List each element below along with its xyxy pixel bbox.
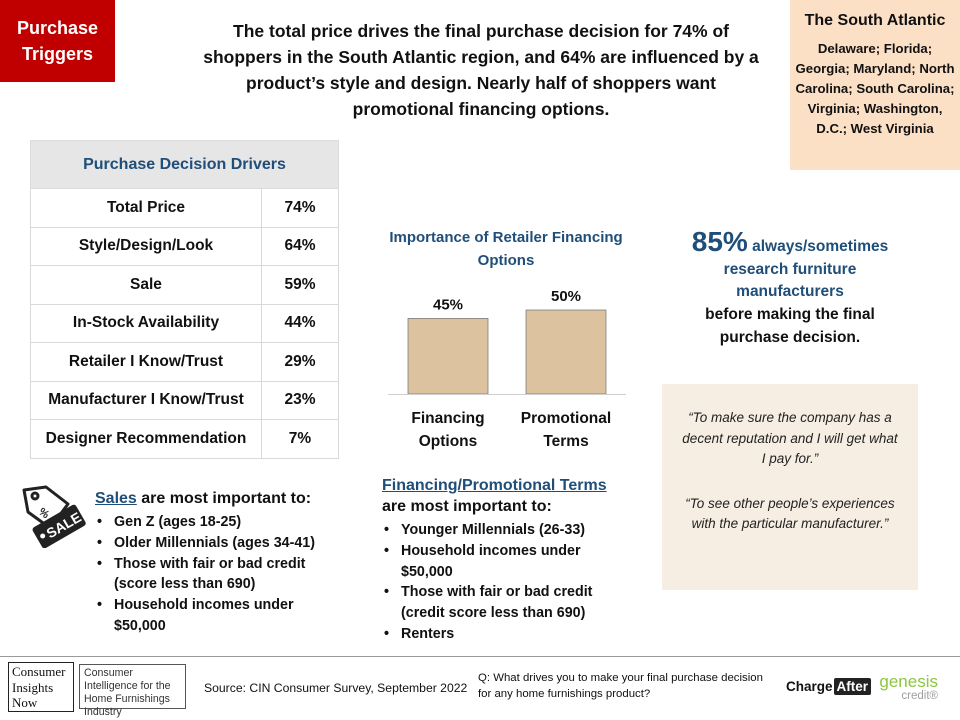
row-value: 7% [261,419,339,459]
sales-title: Sales are most important to: [95,490,345,508]
sales-list: Gen Z (ages 18-25) Older Millennials (ag… [95,512,345,637]
stat-line-3: manufacturers [736,283,844,300]
table-row: Manufacturer I Know/Trust 23% [30,380,339,420]
row-value: 29% [261,342,339,382]
chart-bar [407,318,489,395]
list-item: Gen Z (ages 18-25) [95,512,345,533]
genesis-credit-text: credit® [874,690,938,702]
sales-title-rest: are most important to: [136,490,312,507]
financing-section: Financing/Promotional Terms are most imp… [382,476,632,645]
tag-line-1: Purchase [16,18,99,38]
survey-question: Q: What drives you to make your final pu… [478,672,763,700]
chargeafter-logo: Charge After [786,678,872,695]
genesis-credit-logo: genesis credit® [874,673,938,702]
list-item: Household incomes under $50,000 [382,541,632,583]
list-item: Household incomes under $50,000 [95,595,345,637]
table-row: Style/Design/Look 64% [30,226,339,266]
genesis-text: genesis [879,672,938,691]
chargeafter-text-a: Charge [786,679,833,694]
row-label: Manufacturer I Know/Trust [30,380,262,420]
quote: “To see other people’s experiences with … [685,495,895,532]
stat-line-1: 85% always/sometimes [670,228,910,259]
table-row: In-Stock Availability 44% [30,303,339,343]
quote: “To make sure the company has a decent r… [682,410,898,466]
headline: The total price drives the final purchas… [203,21,759,119]
row-label: Sale [30,265,262,305]
stat-line-5: purchase decision. [719,329,861,346]
table-row: Designer Recommendation 7% [30,419,339,459]
row-value: 59% [261,265,339,305]
financing-bar-chart: 45% 50% [388,288,626,395]
financing-title-rest: are most important to: [382,497,552,515]
list-item: Those with fair or bad credit (score les… [95,554,345,596]
financing-list: Younger Millennials (26-33) Household in… [382,520,632,645]
row-value: 74% [261,188,339,228]
stat-line-4: before making the final [705,306,875,323]
logo-line: Insights [12,679,54,695]
row-value: 44% [261,303,339,343]
row-value: 23% [261,380,339,420]
category-line: Promotional [520,410,612,427]
stat-line-1-rest: always/sometimes [747,238,889,255]
chart-category-label: Financing Options [383,407,513,453]
research-stat: 85% always/sometimes research furniture … [670,228,910,349]
sale-tag-icon: % SALE [22,485,86,548]
region-title: The South Atlantic [804,12,946,29]
table-row: Retailer I Know/Trust 29% [30,342,339,382]
stat-percent: 85% [691,226,748,257]
chart-category-label: Promotional Terms [501,407,631,453]
table-header-row: Purchase Decision Drivers [30,140,339,189]
sales-title-underlined: Sales [95,490,137,507]
row-label: In-Stock Availability [30,303,262,343]
logo-line: Now [12,695,38,710]
list-item: Older Millennials (ages 34-41) [95,533,345,554]
consumer-insights-now-logo: Consumer Insights Now [8,662,74,712]
chart-title: Importance of Retailer Financing Options [389,229,623,269]
row-value: 64% [261,226,339,266]
chargeafter-text-b: After [833,678,872,695]
registered-mark: ® [929,690,938,702]
cin-tagline: Consumer Intelligence for the Home Furni… [79,664,186,718]
region-states: Delaware; Florida; Georgia; Maryland; No… [795,41,955,136]
footer-divider [0,656,960,657]
list-item: Renters [382,624,632,645]
tag-line-2: Triggers [21,44,94,64]
row-label: Style/Design/Look [30,226,262,266]
row-label: Total Price [30,188,262,228]
chart-bar [525,309,607,395]
category-line: Terms [543,433,589,450]
row-label: Designer Recommendation [30,419,262,459]
table-row: Sale 59% [30,265,339,305]
source-note: Source: CIN Consumer Survey, September 2… [204,681,468,695]
bar-value-label: 45% [433,296,463,313]
table-row: Total Price 74% [30,188,339,228]
stat-line-2: research furniture [723,261,857,278]
row-label: Retailer I Know/Trust [30,342,262,382]
financing-title-underlined: Financing/Promotional Terms [382,477,607,494]
category-line: Financing [411,410,485,427]
logo-line: Consumer [12,664,66,679]
sales-section: Sales are most important to: Gen Z (ages… [95,490,345,637]
quote-box: “To make sure the company has a decent r… [662,384,918,590]
genesis-credit-word: credit [901,690,930,702]
list-item: Younger Millennials (26-33) [382,520,632,541]
financing-title: Financing/Promotional Terms are most imp… [382,476,632,517]
list-item: Those with fair or bad credit (credit sc… [382,582,632,624]
category-line: Options [418,433,478,450]
purchase-triggers-tag: Purchase Triggers [0,0,115,82]
table-title: Purchase Decision Drivers [30,140,339,189]
bar-value-label: 50% [551,288,581,305]
region-box: The South Atlantic Delaware; Florida; Ge… [790,0,960,170]
purchase-drivers-table: Purchase Decision Drivers Total Price 74… [30,140,339,459]
